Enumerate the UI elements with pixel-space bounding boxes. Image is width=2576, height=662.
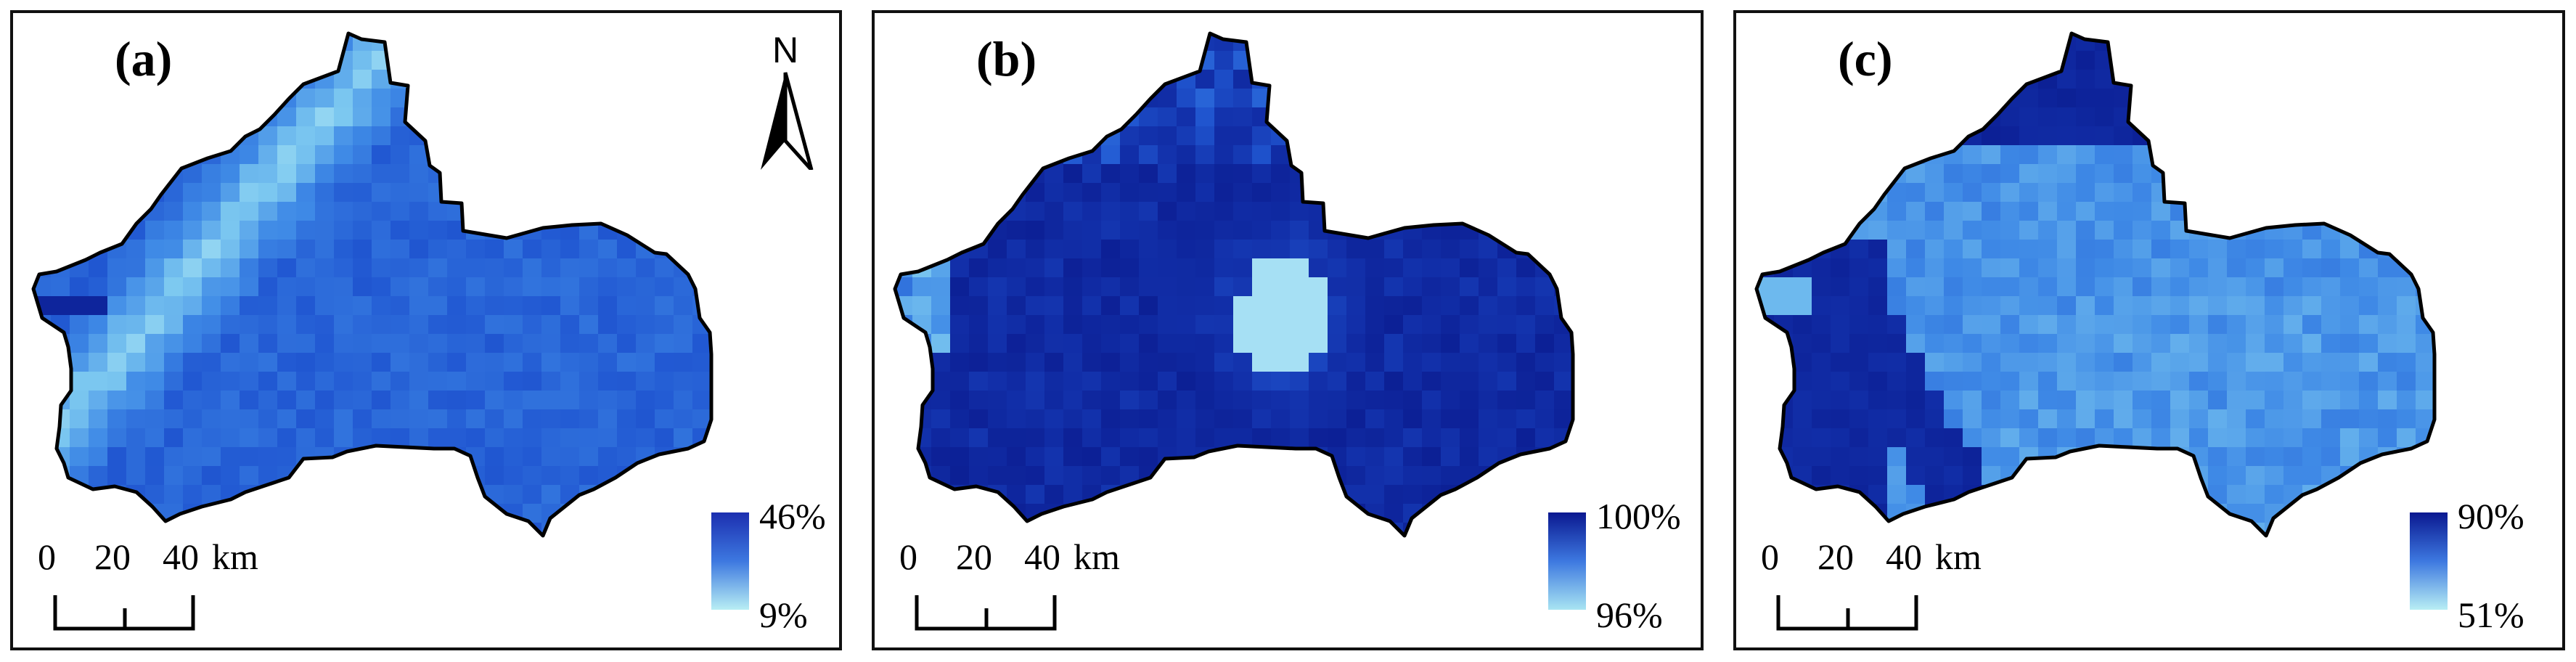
- panel-label-a: (a): [115, 31, 173, 86]
- region-boundary: [1754, 31, 2437, 538]
- legend-max-c: 90%: [2458, 496, 2524, 536]
- panel-label-c: (c): [1838, 31, 1893, 86]
- map-panel-b: (b) 100% 96% 0 20 40 km: [872, 10, 1704, 650]
- scale-tick-20: 20: [1817, 536, 1854, 577]
- raster-cells: [895, 33, 1573, 536]
- raster-cells: [33, 33, 711, 536]
- scale-bar-a: 0 20 40 km: [38, 536, 258, 637]
- map-panel-c: (c) 90% 51% 0 20 40 km: [1733, 10, 2565, 650]
- region-boundary: [893, 31, 1575, 538]
- scale-bar-line: [1776, 595, 1918, 631]
- legend-bar-a: [711, 512, 749, 610]
- north-arrow-icon: N: [761, 30, 814, 171]
- scale-bar-b: 0 20 40 km: [899, 536, 1120, 637]
- scale-bar-c: 0 20 40 km: [1761, 536, 1982, 637]
- scale-tick-40: 40: [1024, 536, 1060, 577]
- scale-bar-line: [53, 595, 195, 631]
- scale-tick-0: 0: [1761, 536, 1779, 577]
- scale-unit: km: [1935, 536, 1982, 577]
- scale-tick-20: 20: [94, 536, 131, 577]
- scale-tick-0: 0: [899, 536, 917, 577]
- map-panel-a: (a) N 46% 9% 0 20 40 km: [10, 10, 842, 650]
- scale-tick-40: 40: [163, 536, 199, 577]
- map-b: [893, 31, 1575, 538]
- north-arrow: N: [753, 25, 823, 171]
- north-arrow-label: N: [772, 30, 798, 70]
- legend-bar-b: [1548, 512, 1586, 610]
- scale-tick-20: 20: [956, 536, 992, 577]
- legend-min-b: 96%: [1596, 594, 1663, 635]
- scale-tick-0: 0: [38, 536, 56, 577]
- region-boundary: [31, 31, 713, 538]
- scale-tick-40: 40: [1886, 536, 1922, 577]
- legend-bar-c: [2410, 512, 2448, 610]
- map-a: [31, 31, 713, 538]
- legend-max-b: 100%: [1596, 496, 1681, 536]
- legend-min-a: 9%: [759, 594, 808, 635]
- raster-cells: [1757, 33, 2434, 536]
- legend-max-a: 46%: [759, 496, 826, 536]
- scale-unit: km: [1074, 536, 1120, 577]
- legend-min-c: 51%: [2458, 594, 2524, 635]
- scale-bar-line: [915, 595, 1057, 631]
- scale-unit: km: [212, 536, 258, 577]
- panel-label-b: (b): [976, 31, 1037, 86]
- map-c: [1754, 31, 2437, 538]
